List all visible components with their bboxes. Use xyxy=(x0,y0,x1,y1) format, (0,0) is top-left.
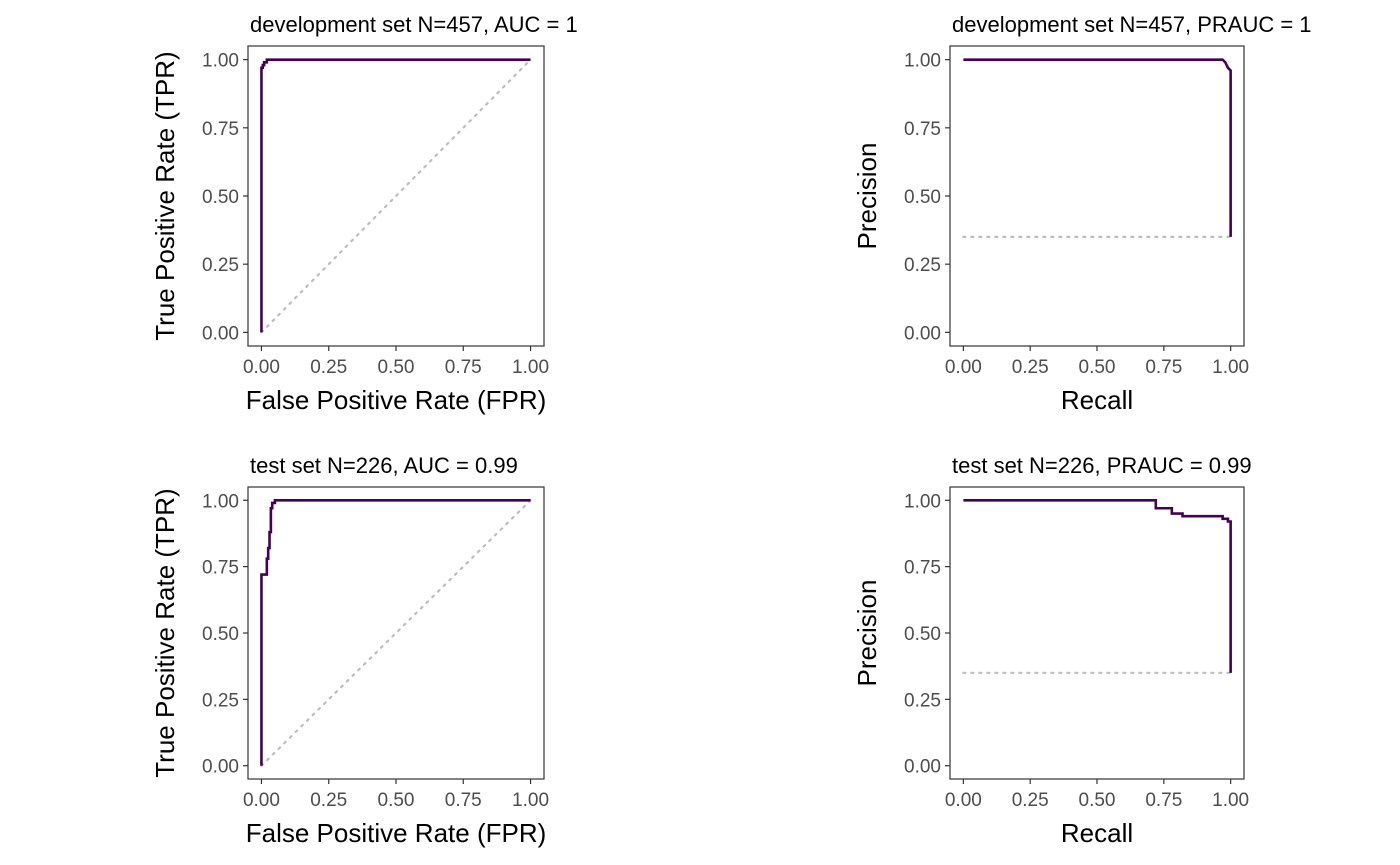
x-tick-label: 0.25 xyxy=(310,790,347,811)
y-tick-label: 1.00 xyxy=(202,491,239,512)
y-axis-title: Precision xyxy=(852,143,882,250)
y-tick-label: 0.50 xyxy=(904,624,941,645)
y-tick-label: 0.25 xyxy=(202,690,239,711)
panel-2: 0.000.00 0.25 0.25 0.50 0.50 0.75 0.75 1.00 1.00… xyxy=(852,12,1312,415)
panel-3: 0.000.00 0.25 0.25 0.50 0.50 0.75 0.75 1.00 1.00… xyxy=(150,453,549,848)
x-axis-title: Recall xyxy=(1061,385,1133,415)
panel-4: 0.000.00 0.25 0.25 0.50 0.50 0.75 0.75 1.00 1.00… xyxy=(852,453,1252,848)
panel-title: development set N=457, PRAUC = 1 xyxy=(952,12,1312,37)
panel-border xyxy=(949,45,1245,347)
y-tick-label: 0.25 xyxy=(904,690,941,711)
series-line xyxy=(260,58,531,333)
x-tick-label: 1.00 xyxy=(512,790,549,811)
panel-border xyxy=(247,486,545,780)
y-tick-label: 0.00 xyxy=(202,757,239,778)
x-tick-label: 0.50 xyxy=(378,790,415,811)
x-tick-label: 0.25 xyxy=(1012,790,1049,811)
y-tick-label: 0.00 xyxy=(904,757,941,778)
x-tick-label: 1.00 xyxy=(1212,790,1249,811)
x-axis-title: False Positive Rate (FPR) xyxy=(246,818,547,848)
x-tick-label: 0.50 xyxy=(1079,790,1116,811)
panel-title: development set N=457, AUC = 1 xyxy=(250,12,578,37)
y-tick-label: 1.00 xyxy=(202,51,239,72)
y-tick-label: 0.75 xyxy=(904,558,941,579)
x-tick-label: 0.25 xyxy=(310,357,347,378)
x-tick-label: 0.00 xyxy=(243,357,280,378)
x-axis-title: False Positive Rate (FPR) xyxy=(246,385,547,415)
x-tick-label: 0.00 xyxy=(945,357,982,378)
x-tick-label: 0.75 xyxy=(1145,357,1182,378)
series-line xyxy=(260,498,531,766)
x-tick-label: 1.00 xyxy=(1212,357,1249,378)
x-tick-label: 0.75 xyxy=(445,790,482,811)
series-line xyxy=(963,498,1232,673)
panel-border xyxy=(949,486,1245,780)
x-tick-label: 0.50 xyxy=(1079,357,1116,378)
y-tick-label: 0.50 xyxy=(202,624,239,645)
y-tick-label: 0.50 xyxy=(904,187,941,208)
reference-line xyxy=(260,58,532,334)
x-tick-label: 0.50 xyxy=(378,357,415,378)
y-tick-label: 0.75 xyxy=(202,558,239,579)
x-tick-label: 0.75 xyxy=(1145,790,1182,811)
panel-1: 0.000.00 0.25 0.25 0.50 0.50 0.75 0.75 1.00 1.00… xyxy=(150,12,578,415)
y-tick-label: 0.00 xyxy=(202,323,239,344)
y-tick-label: 1.00 xyxy=(904,491,941,512)
x-tick-label: 0.00 xyxy=(945,790,982,811)
y-tick-label: 0.25 xyxy=(904,255,941,276)
y-axis-title: True Positive Rate (TPR) xyxy=(150,488,180,777)
y-tick-label: 1.00 xyxy=(904,51,941,72)
y-tick-label: 0.75 xyxy=(202,119,239,140)
x-tick-label: 0.25 xyxy=(1012,357,1049,378)
y-tick-label: 0.00 xyxy=(904,323,941,344)
y-axis-title: Precision xyxy=(852,580,882,687)
y-tick-label: 0.50 xyxy=(202,187,239,208)
panel-title: test set N=226, PRAUC = 0.99 xyxy=(952,453,1252,478)
x-tick-label: 0.75 xyxy=(445,357,482,378)
series-line xyxy=(963,58,1232,237)
y-tick-label: 0.25 xyxy=(202,255,239,276)
x-tick-label: 0.00 xyxy=(243,790,280,811)
x-axis-title: Recall xyxy=(1061,818,1133,848)
panel-title: test set N=226, AUC = 0.99 xyxy=(250,453,518,478)
reference-line xyxy=(260,499,532,767)
y-axis-title: True Positive Rate (TPR) xyxy=(150,51,180,340)
x-tick-label: 1.00 xyxy=(512,357,549,378)
y-tick-label: 0.75 xyxy=(904,119,941,140)
